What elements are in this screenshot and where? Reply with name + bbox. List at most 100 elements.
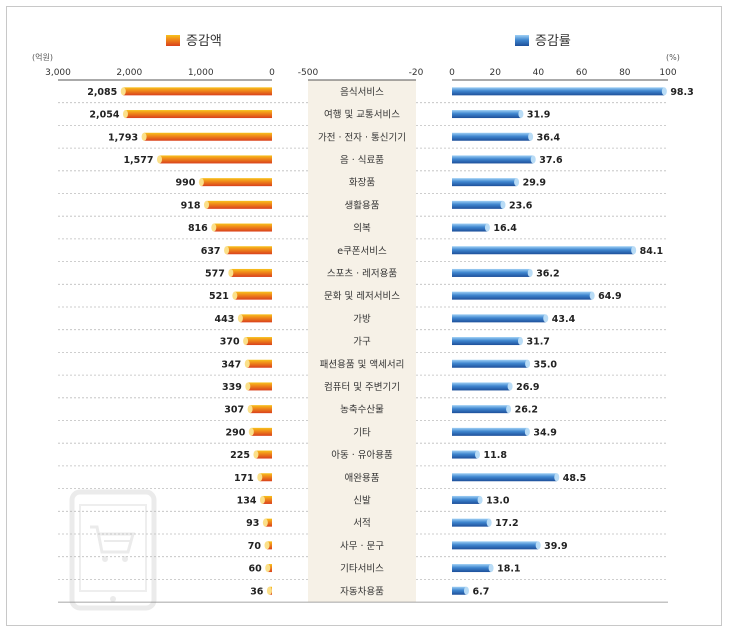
- right-tick-0: 0: [449, 68, 455, 78]
- bar-cap-right: [474, 450, 480, 459]
- bar-increase-rate: [452, 87, 665, 96]
- bar-cap-right: [484, 223, 490, 232]
- left-tick-3000: 3,000: [45, 68, 71, 78]
- value-label-increase-amount: 307: [224, 405, 244, 416]
- value-label-increase-amount: 990: [176, 178, 196, 189]
- bar-cap-left: [141, 132, 147, 141]
- bar-increase-amount: [123, 87, 273, 96]
- bar-cap-left: [120, 87, 126, 96]
- right-tick-40: 40: [533, 68, 545, 78]
- bar-cap-left: [228, 268, 234, 277]
- bar-cap-right: [514, 178, 520, 187]
- value-label-increase-rate: 31.9: [527, 110, 550, 121]
- bar-cap-right: [543, 314, 549, 323]
- value-label-increase-rate: 13.0: [486, 495, 510, 506]
- legend-right: 증감률: [515, 34, 571, 49]
- bar-increase-rate: [452, 495, 481, 504]
- category-label: 화장품: [349, 178, 375, 189]
- value-label-increase-rate: 64.9: [598, 291, 621, 302]
- bar-cap-right: [477, 495, 483, 504]
- bar-cap-right: [525, 359, 531, 368]
- category-label: 의복: [353, 223, 371, 234]
- value-label-increase-amount: 443: [215, 314, 235, 325]
- value-label-increase-rate: 23.6: [509, 200, 533, 211]
- value-label-increase-rate: 26.2: [515, 405, 538, 416]
- bar-cap-right: [517, 337, 523, 346]
- left-tick-0: 0: [269, 68, 275, 78]
- bar-cap-right: [500, 200, 506, 209]
- value-label-increase-rate: 37.6: [539, 155, 563, 166]
- bar-cap-left: [211, 223, 217, 232]
- category-label: 스포츠 · 레저용품: [327, 268, 397, 279]
- category-label: 신발: [353, 495, 371, 506]
- bar-increase-rate: [452, 337, 521, 346]
- bar-increase-rate: [452, 450, 478, 459]
- category-label: 가구: [353, 337, 371, 348]
- value-label-increase-amount: 637: [201, 246, 221, 257]
- right-tick-20: 20: [489, 68, 501, 78]
- value-label-increase-amount: 36: [250, 586, 264, 597]
- value-label-increase-amount: 918: [181, 200, 201, 211]
- bar-cap-left: [237, 314, 243, 323]
- right-tick-minus20: -20: [409, 68, 424, 78]
- bar-increase-amount: [259, 473, 272, 482]
- value-label-increase-amount: 1,793: [108, 132, 138, 143]
- bar-cap-left: [257, 473, 263, 482]
- bar-increase-rate: [452, 518, 490, 527]
- bar-cap-right: [530, 155, 536, 164]
- value-label-increase-amount: 60: [248, 564, 262, 575]
- value-label-increase-amount: 171: [234, 473, 254, 484]
- bar-cap-right: [524, 427, 530, 436]
- bar-cap-right: [518, 110, 524, 119]
- category-label: 기타서비스: [340, 564, 384, 575]
- value-label-increase-amount: 93: [246, 518, 259, 529]
- bar-increase-amount: [206, 200, 272, 209]
- bar-increase-rate: [452, 427, 528, 436]
- left-tick-2000: 2,000: [116, 68, 142, 78]
- bar-cap-left: [248, 427, 254, 436]
- right-tick-60: 60: [576, 68, 588, 78]
- bar-increase-amount: [201, 178, 272, 187]
- bar-increase-amount: [247, 359, 272, 368]
- legend-swatch-blue: [515, 35, 529, 46]
- left-unit-label: (억원): [32, 52, 53, 62]
- bar-increase-amount: [125, 110, 273, 119]
- category-label: 서적: [353, 517, 370, 529]
- bar-increase-amount: [240, 314, 272, 323]
- bar-cap-left: [122, 110, 128, 119]
- category-label: 문화 및 레저서비스: [324, 290, 400, 302]
- value-label-increase-rate: 98.3: [670, 87, 693, 98]
- bar-cap-right: [535, 541, 541, 550]
- category-label: 아동 · 유아용품: [331, 450, 393, 461]
- bar-cap-left: [265, 564, 271, 573]
- value-label-increase-amount: 70: [248, 541, 262, 552]
- bar-increase-rate: [452, 541, 539, 550]
- bar-increase-rate: [452, 586, 467, 595]
- category-label: 농축수산물: [340, 405, 384, 416]
- category-label: 패션용품 및 액세서리: [320, 358, 405, 370]
- bar-cap-right: [528, 132, 534, 141]
- category-label: 자동차용품: [340, 585, 384, 597]
- bar-increase-rate: [452, 155, 534, 164]
- bar-cap-left: [243, 337, 249, 346]
- bar-cap-left: [244, 359, 250, 368]
- bar-cap-right: [463, 586, 469, 595]
- bar-increase-amount: [226, 246, 272, 255]
- bar-increase-rate: [452, 223, 488, 232]
- tablet-cart-watermark: [69, 489, 157, 611]
- bar-cap-left: [224, 246, 230, 255]
- rows-group: 음식서비스 2,085 98.3 여행 및 교통서비스 2,054 31.9 가전 · 전자…: [58, 87, 694, 603]
- value-label-increase-amount: 2,085: [87, 87, 117, 98]
- category-label: 음 · 식료품: [340, 155, 384, 166]
- legend-left: 증감액: [166, 34, 222, 49]
- value-label-increase-rate: 18.1: [497, 564, 520, 575]
- value-label-increase-rate: 34.9: [533, 427, 556, 438]
- category-label: 사무 · 문구: [340, 541, 384, 552]
- value-label-increase-amount: 370: [220, 337, 240, 348]
- value-label-increase-rate: 31.7: [526, 337, 549, 348]
- bar-cap-right: [589, 291, 595, 300]
- bar-increase-rate: [452, 314, 546, 323]
- value-label-increase-rate: 35.0: [534, 359, 558, 370]
- bar-increase-rate: [452, 405, 509, 414]
- bar-increase-rate: [452, 382, 511, 391]
